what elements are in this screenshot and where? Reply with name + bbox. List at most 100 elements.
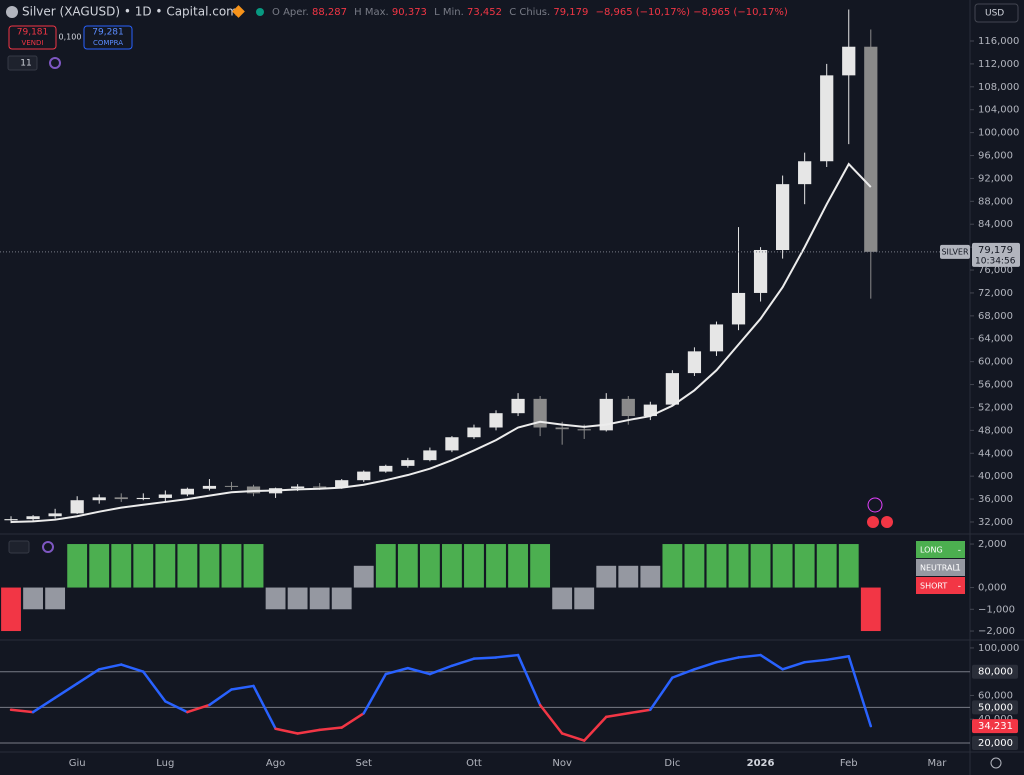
candle-body [4, 519, 18, 521]
candle-body [291, 486, 305, 489]
signal-bar [23, 587, 43, 610]
oscillator-segment [671, 668, 696, 679]
currency: USD [985, 9, 1004, 19]
oscillator-segment [384, 666, 410, 676]
oscillator-segment [428, 664, 454, 676]
y-tick-label: 60,000 [978, 357, 1013, 368]
oscillator-segment [649, 676, 674, 711]
signal-bar [199, 544, 220, 588]
x-tick-label: Ott [466, 758, 482, 769]
signal-bar [67, 544, 88, 588]
buy-label: COMPRA [93, 39, 123, 47]
signal-bar [772, 544, 793, 588]
level-label: 80,000 [978, 667, 1013, 678]
indicators-toggle[interactable] [7, 55, 38, 71]
event-icon[interactable] [867, 497, 883, 513]
candle-body [533, 398, 547, 428]
signal-bar [45, 587, 66, 610]
signal-bar [89, 544, 110, 588]
oscillator-segment [31, 696, 57, 714]
y-tick-label: 60,000 [978, 690, 1013, 701]
change: −8,965 (−10,17%) [693, 7, 788, 18]
oscillator-segment [164, 700, 189, 714]
oscillator-segment [97, 663, 123, 671]
signal-bar [530, 544, 551, 588]
oscillator-segment [494, 653, 520, 659]
y-tick-label: 0,000 [978, 583, 1007, 594]
signal-bar [508, 544, 528, 588]
candle-body [820, 75, 834, 162]
oscillator-segment [274, 727, 299, 735]
ohlc-name: Max. [365, 7, 389, 18]
oscillator-segment [318, 726, 343, 732]
candle-body [687, 351, 702, 374]
signal-bar [1, 587, 21, 632]
indicator-icon[interactable] [49, 57, 61, 69]
legend-label: NEUTRAL [920, 564, 957, 573]
ohlc-key: H [354, 7, 362, 18]
pane-toggle[interactable] [8, 540, 30, 554]
signal-bar [618, 565, 639, 588]
event-icon[interactable] [881, 516, 893, 528]
signal-bar [287, 587, 308, 610]
signal-bar [111, 544, 132, 588]
signal-bar [221, 544, 242, 588]
signal-bar [574, 587, 595, 610]
indicator-icon[interactable] [42, 541, 54, 553]
candle-body [379, 465, 393, 472]
oscillator-segment [252, 684, 277, 730]
oscillator-segment [605, 712, 630, 719]
candle-body [335, 480, 349, 488]
signal-bar [133, 544, 154, 588]
signal-bar [155, 544, 176, 588]
oscillator-segment [516, 653, 542, 707]
candle-body [26, 516, 40, 520]
oscillator-segment [296, 728, 321, 735]
signal-bar [640, 565, 661, 588]
oscillator-segment [472, 656, 498, 660]
oscillator-segment [737, 653, 762, 659]
y-tick-label: −1,000 [978, 604, 1015, 615]
legend-row [916, 559, 965, 576]
sell-button[interactable] [8, 25, 57, 50]
price-tag-value: 79,179 [978, 245, 1013, 256]
ohlc-name: Aper. [283, 7, 309, 18]
signal-bar [353, 565, 374, 588]
signal-bar [728, 544, 749, 588]
currency-button[interactable] [974, 3, 1019, 23]
candle-body [114, 497, 128, 500]
oscillator-segment [75, 668, 101, 685]
settings-icon[interactable] [990, 757, 1002, 769]
last-value-label: 34,231 [978, 721, 1013, 732]
candle-body [70, 500, 84, 514]
buy-button[interactable] [83, 25, 133, 50]
oscillator-segment [450, 657, 476, 668]
oscillator-segment [142, 670, 167, 703]
y-tick-label: 72,000 [978, 288, 1013, 299]
oscillator-segment [560, 732, 586, 742]
x-tick-label: Dic [664, 758, 680, 769]
symbol-tag-box [940, 244, 970, 259]
oscillator-segment [803, 658, 828, 664]
candle-body [731, 292, 746, 325]
signal-bar [397, 544, 418, 588]
signal-bar [684, 544, 705, 588]
candle-body [246, 486, 261, 494]
oscillator-segment [186, 703, 211, 714]
candle-body [401, 460, 415, 466]
signal-bar [794, 544, 815, 588]
ohlc-key: C [509, 7, 516, 18]
signal-bar [442, 544, 462, 588]
x-tick-label: Feb [840, 758, 858, 769]
legend-row [916, 541, 965, 558]
event-icon[interactable] [867, 516, 879, 528]
candle-body [643, 404, 657, 417]
y-tick-label: 48,000 [978, 425, 1013, 436]
ohlc-value: 73,452 [467, 7, 502, 18]
candle-body [180, 488, 194, 495]
candle-body [864, 46, 878, 252]
y-tick-label: 112,000 [978, 59, 1019, 70]
symbol-icon [6, 6, 18, 18]
oscillator-segment [230, 684, 255, 691]
candle-body [776, 184, 790, 250]
